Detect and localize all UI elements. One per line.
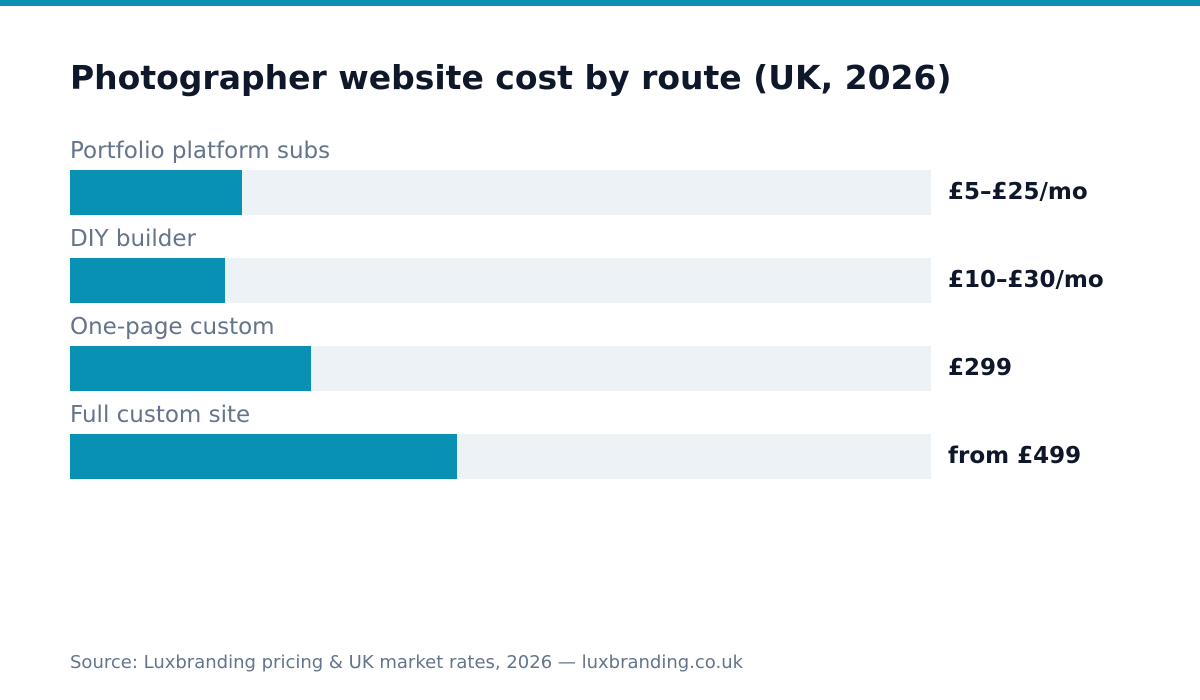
bar	[70, 346, 311, 391]
bar-track	[70, 346, 931, 391]
value-label: £10–£30/mo	[948, 267, 1104, 293]
bar-track	[70, 258, 931, 303]
bar-track	[70, 434, 931, 479]
bar	[70, 434, 457, 479]
bar-row: DIY builder £10–£30/mo	[70, 220, 1130, 308]
value-label: from £499	[948, 443, 1082, 469]
bar-chart: Portfolio platform subs £5–£25/mo DIY buil…	[70, 132, 1130, 484]
bar-track	[70, 170, 931, 215]
chart-title: Photographer website cost by route (UK, …	[70, 58, 952, 97]
category-label: Full custom site	[70, 402, 251, 428]
top-accent-bar	[0, 0, 1200, 6]
category-label: One-page custom	[70, 314, 275, 340]
bar	[70, 258, 225, 303]
value-label: £299	[948, 355, 1013, 381]
bar	[70, 170, 242, 215]
bar-row: Full custom site from £499	[70, 396, 1130, 484]
source-note: Source: Luxbranding pricing & UK market …	[70, 652, 744, 673]
bar-row: One-page custom £299	[70, 308, 1130, 396]
bar-row: Portfolio platform subs £5–£25/mo	[70, 132, 1130, 220]
category-label: Portfolio platform subs	[70, 138, 331, 164]
category-label: DIY builder	[70, 226, 197, 252]
value-label: £5–£25/mo	[948, 179, 1088, 205]
